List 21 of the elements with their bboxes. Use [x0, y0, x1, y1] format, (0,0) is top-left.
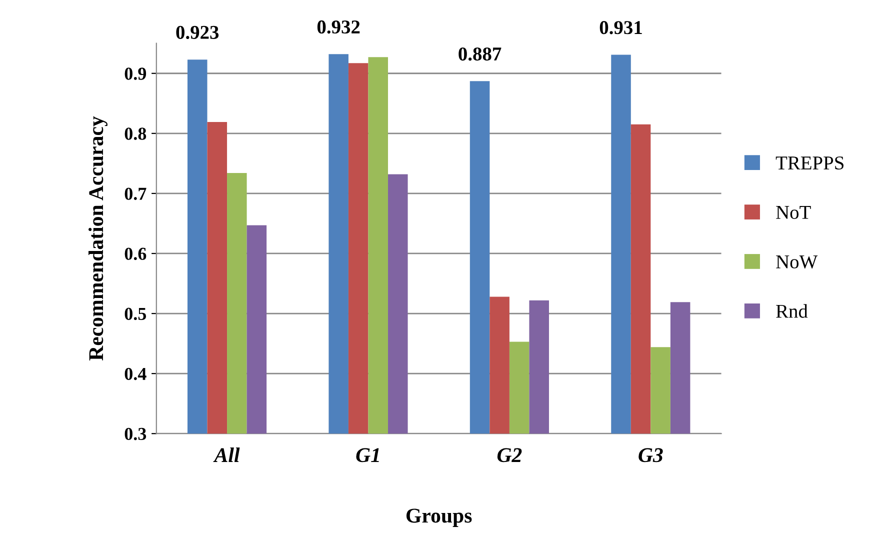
- legend-label: NoW: [776, 255, 818, 269]
- x-axis-title: Groups: [406, 508, 472, 527]
- y-tick-label: 0.4: [124, 368, 146, 380]
- y-tick-label: 0.7: [124, 188, 146, 200]
- x-tick-label: G3: [638, 448, 663, 462]
- y-axis-title: Recommendation Accuracy: [88, 116, 108, 360]
- legend-label: NoT: [776, 206, 811, 219]
- data-label: 0.931: [600, 21, 642, 34]
- legend-label: TREPPS: [776, 156, 844, 170]
- y-tick-label: 0.5: [124, 308, 146, 320]
- y-tick-label: 0.8: [124, 128, 146, 140]
- x-tick-label: G1: [356, 448, 379, 462]
- y-tick-label: 0.9: [124, 68, 146, 80]
- x-tick-label: All: [213, 447, 240, 462]
- data-label: 0.923: [176, 26, 219, 40]
- y-tick-label: 0.3: [124, 428, 146, 440]
- x-tick-label: G2: [497, 448, 522, 462]
- legend-label: Rnd: [776, 304, 808, 318]
- y-tick-label: 0.6: [124, 248, 146, 260]
- data-label: 0.932: [317, 20, 360, 34]
- data-label: 0.887: [458, 47, 502, 61]
